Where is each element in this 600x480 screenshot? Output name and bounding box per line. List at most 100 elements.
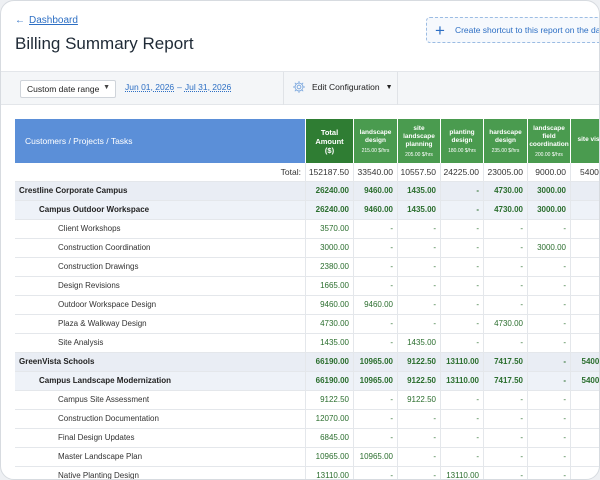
row-name: Final Design Updates <box>15 429 306 447</box>
row-name: Construction Documentation <box>15 410 306 428</box>
row-name: Site Analysis <box>15 334 306 352</box>
activity-amount-cell: 5400.0 <box>571 163 599 181</box>
task-row[interactable]: Final Design Updates 6845.00- - - - - <box>15 429 599 448</box>
activity-amount-cell: - <box>484 258 528 276</box>
activity-amount-cell: - <box>441 410 484 428</box>
activity-amount-cell: - <box>484 277 528 295</box>
activity-amount-cell: - <box>441 429 484 447</box>
activity-amount-cell <box>571 467 599 479</box>
activity-amount-cell: - <box>354 239 398 257</box>
row-total-amount: 12070.00 <box>306 410 354 428</box>
activity-amount-cell: - <box>354 334 398 352</box>
activity-amount-cell: - <box>484 391 528 409</box>
activity-amount-cell: - <box>484 334 528 352</box>
activity-amount-cell: - <box>354 258 398 276</box>
row-name: Design Revisions <box>15 277 306 295</box>
column-header-activity: landscape design 215.00 $/hrs <box>354 119 398 163</box>
activity-amount-cell: - <box>528 410 571 428</box>
activity-amount-cell: - <box>528 277 571 295</box>
activity-amount-cell: - <box>484 448 528 466</box>
row-total-amount: 1435.00 <box>306 334 354 352</box>
activity-amount-cell: 13110.00 <box>441 353 484 371</box>
activity-amount-cell: 3000.00 <box>528 182 571 200</box>
toolbar-divider <box>283 72 284 105</box>
row-name: Campus Outdoor Workspace <box>15 201 306 219</box>
activity-amount-cell: - <box>441 182 484 200</box>
activity-amount-cell: - <box>528 296 571 314</box>
task-row[interactable]: Site Analysis 1435.00-1435.00- - - <box>15 334 599 353</box>
activity-amount-cell: 4730.00 <box>484 182 528 200</box>
back-to-dashboard-link[interactable]: ← Dashboard <box>15 15 78 26</box>
edit-configuration-label: Edit Configuration <box>312 82 380 92</box>
date-to-picker[interactable]: Jul 31, 2026 <box>184 82 232 92</box>
activity-amount-cell: - <box>398 467 441 479</box>
activity-amount-cell: 10557.50 <box>398 163 441 181</box>
arrow-left-icon: ← <box>15 14 25 26</box>
activity-amount-cell: 5400.0 <box>571 372 599 390</box>
activity-amount-cell: 13110.00 <box>441 467 484 479</box>
activity-amount-cell: - <box>398 296 441 314</box>
customer-row[interactable]: GreenVista Schools 66190.00 10965.00 9122.5… <box>15 353 599 372</box>
activity-amount-cell: - <box>354 467 398 479</box>
column-header-activity: landscape field coordination 200.00 $/hrs <box>528 119 571 163</box>
activity-amount-cell: 3000.00 <box>528 201 571 219</box>
row-total-amount: 6845.00 <box>306 429 354 447</box>
task-row[interactable]: Construction Coordination 3000.00- - - -3000… <box>15 239 599 258</box>
task-row[interactable]: Native Planting Design 13110.00- -13110.00… <box>15 467 599 479</box>
activity-amount-cell: - <box>398 448 441 466</box>
date-from-picker[interactable]: Jun 01, 2026 <box>125 82 175 92</box>
activity-rate: 180.00 $/hrs <box>448 147 476 154</box>
task-row[interactable]: Outdoor Workspace Design 9460.00 9460.00- -… <box>15 296 599 315</box>
activity-amount-cell: 7417.50 <box>484 353 528 371</box>
activity-amount-cell: - <box>354 315 398 333</box>
activity-amount-cell: - <box>398 239 441 257</box>
task-row[interactable]: Construction Documentation 12070.00- - - - - <box>15 410 599 429</box>
task-row[interactable]: Client Workshops 3570.00- - - - - <box>15 220 599 239</box>
activity-amount-cell: 24225.00 <box>441 163 484 181</box>
activity-amount-cell <box>571 182 599 200</box>
activity-amount-cell: 10965.00 <box>354 448 398 466</box>
activity-amount-cell: - <box>398 315 441 333</box>
task-row[interactable]: Plaza & Walkway Design 4730.00- - -4730.00- <box>15 315 599 334</box>
date-range-display: Jun 01, 2026 – Jul 31, 2026 <box>125 82 231 92</box>
task-row[interactable]: Construction Drawings 2380.00- - - - - <box>15 258 599 277</box>
activity-amount-cell <box>571 391 599 409</box>
task-row[interactable]: Design Revisions 1665.00- - - - - <box>15 277 599 296</box>
activity-amount-cell: 33540.00 <box>354 163 398 181</box>
activity-amount-cell: - <box>528 372 571 390</box>
activity-amount-cell: - <box>528 448 571 466</box>
row-name: Native Planting Design <box>15 467 306 479</box>
column-header-customers: Customers / Projects / Tasks <box>15 119 306 163</box>
project-row[interactable]: Campus Landscape Modernization 66190.00 10… <box>15 372 599 391</box>
row-total-amount: 26240.00 <box>306 182 354 200</box>
billing-table: Customers / Projects / Tasks Total Amount… <box>15 119 599 479</box>
row-name: Campus Landscape Modernization <box>15 372 306 390</box>
activity-amount-cell: - <box>441 201 484 219</box>
activity-amount-cell: - <box>441 315 484 333</box>
activity-amount-cell: - <box>441 239 484 257</box>
column-header-activity: site landscape planning 205.00 $/hrs <box>398 119 441 163</box>
activity-amount-cell: - <box>441 391 484 409</box>
activity-amount-cell: 10965.00 <box>354 353 398 371</box>
caret-down-icon: ▼ <box>385 83 393 91</box>
task-row[interactable]: Master Landscape Plan 10965.00 10965.00- - -… <box>15 448 599 467</box>
date-range-select[interactable]: Custom date range ▼ <box>20 80 116 98</box>
back-link-label: Dashboard <box>29 15 78 26</box>
activity-amount-cell: - <box>354 220 398 238</box>
row-total-amount: 1665.00 <box>306 277 354 295</box>
activity-amount-cell <box>571 334 599 352</box>
create-shortcut-button[interactable]: + Create shortcut to this report on the … <box>426 17 599 43</box>
activity-amount-cell: - <box>441 220 484 238</box>
activity-amount-cell <box>571 220 599 238</box>
activity-rate: 235.00 $/hrs <box>491 147 520 154</box>
row-name: Outdoor Workspace Design <box>15 296 306 314</box>
task-row[interactable]: Campus Site Assessment 9122.50-9122.50- - - <box>15 391 599 410</box>
activity-amount-cell: - <box>528 334 571 352</box>
project-row[interactable]: Campus Outdoor Workspace 26240.00 9460.00 1… <box>15 201 599 220</box>
activity-amount-cell: 1435.00 <box>398 201 441 219</box>
plus-icon: + <box>435 20 445 40</box>
customer-row[interactable]: Crestline Corporate Campus 26240.00 9460.0… <box>15 182 599 201</box>
edit-configuration-button[interactable]: Edit Configuration ▼ <box>292 80 393 94</box>
activity-amount-cell: 9460.00 <box>354 296 398 314</box>
activity-amount-cell: - <box>354 429 398 447</box>
